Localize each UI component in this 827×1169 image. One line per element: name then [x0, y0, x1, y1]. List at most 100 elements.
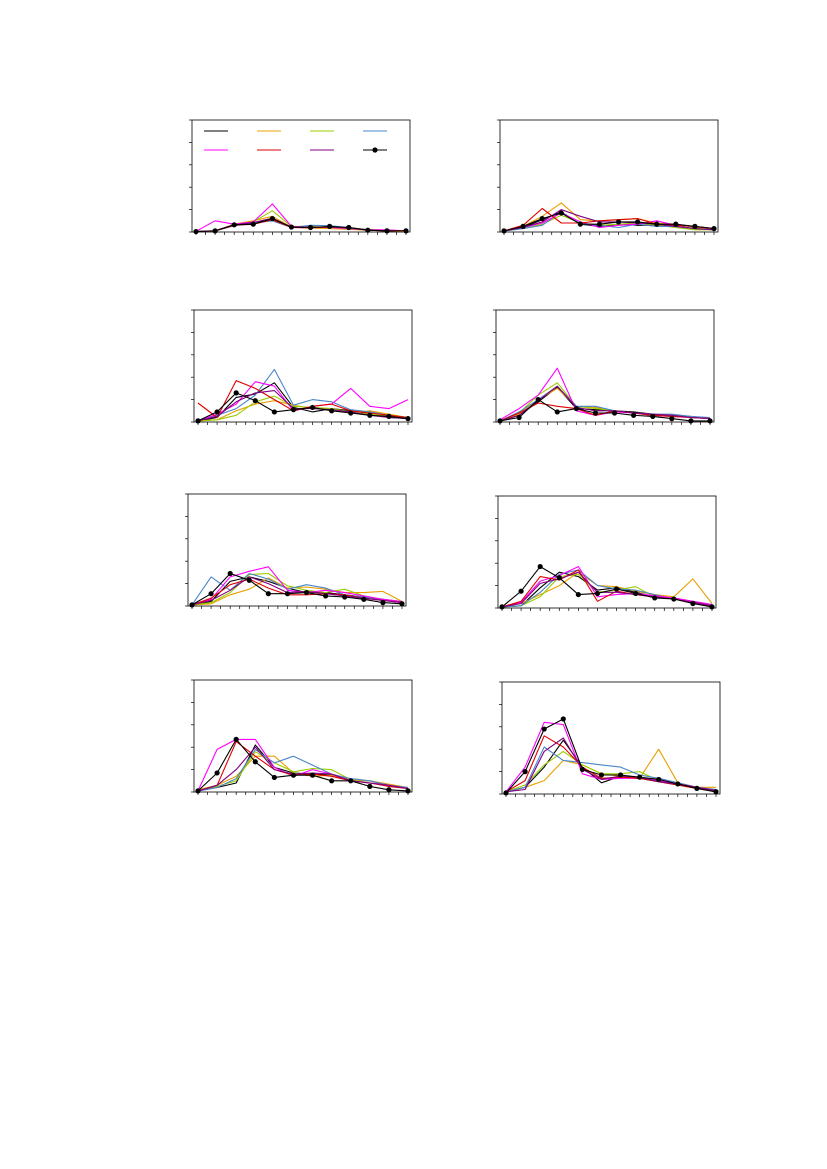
data-point — [633, 590, 639, 597]
series-line-7 — [197, 746, 409, 792]
data-point — [233, 736, 239, 742]
chart-svg-6 — [495, 495, 717, 611]
chart-panel-4 — [493, 308, 720, 426]
data-point — [709, 604, 715, 610]
data-point — [518, 588, 524, 594]
chart-svg-1 — [189, 119, 411, 235]
chart-panel-5 — [185, 492, 412, 610]
series-line-8 — [195, 218, 406, 233]
chart-panel-1 — [189, 118, 416, 236]
series-line-3 — [503, 214, 714, 232]
data-point — [501, 228, 507, 234]
chart-svg-4 — [493, 309, 715, 425]
chart-svg-2 — [497, 119, 719, 235]
data-point — [329, 778, 335, 784]
series-line-7 — [191, 576, 403, 606]
series-line-8 — [191, 572, 403, 606]
data-point — [365, 227, 371, 233]
data-point — [617, 772, 624, 778]
data-point — [189, 602, 195, 608]
chart-svg-8 — [499, 681, 721, 797]
data-point — [303, 589, 310, 596]
data-point — [650, 413, 656, 419]
series-line-2 — [501, 571, 713, 608]
data-point — [631, 412, 637, 418]
data-point — [348, 778, 354, 784]
data-point — [342, 594, 348, 600]
data-point — [541, 726, 547, 732]
legend-marker — [372, 147, 378, 153]
data-point — [573, 405, 579, 412]
data-point — [675, 781, 681, 787]
chart-svg-7 — [191, 679, 413, 795]
data-point — [309, 772, 316, 778]
series-line-4 — [197, 748, 409, 792]
chart-panel-3 — [191, 308, 418, 426]
data-point — [537, 563, 543, 570]
series-line-7 — [501, 571, 713, 608]
series-line-7 — [505, 737, 717, 793]
data-point — [367, 412, 373, 418]
data-point — [250, 221, 256, 227]
data-point — [233, 390, 239, 396]
data-point — [596, 221, 603, 227]
data-point — [539, 215, 545, 222]
data-point — [327, 223, 333, 229]
data-point — [594, 590, 601, 597]
data-point — [598, 772, 605, 778]
data-point — [671, 596, 677, 602]
plot-frame — [193, 309, 413, 423]
data-point — [516, 414, 522, 421]
data-point — [380, 600, 386, 606]
series-line-5 — [505, 721, 717, 793]
data-point — [195, 418, 201, 424]
data-point — [212, 228, 218, 234]
data-point — [707, 418, 713, 424]
series-line-4 — [505, 746, 717, 793]
data-point — [692, 223, 698, 229]
data-point — [269, 215, 275, 222]
data-point — [290, 407, 297, 413]
data-point — [615, 219, 622, 225]
data-point — [503, 790, 509, 796]
data-point — [329, 408, 335, 414]
data-point — [346, 224, 352, 231]
data-point — [656, 776, 662, 783]
chart-svg-5 — [185, 493, 407, 609]
data-point — [348, 410, 354, 416]
plot-frame — [499, 119, 719, 233]
data-point — [560, 716, 566, 722]
series-line-4 — [191, 572, 403, 606]
data-point — [403, 228, 409, 234]
chart-svg-3 — [191, 309, 413, 425]
data-point — [307, 224, 314, 231]
series-line-5 — [499, 367, 711, 421]
data-point — [265, 591, 271, 597]
data-point — [361, 596, 367, 602]
data-point — [290, 772, 297, 778]
series-line-4 — [499, 385, 711, 422]
plot-frame — [191, 119, 411, 233]
plot-frame — [187, 493, 407, 607]
data-point — [637, 774, 643, 780]
data-point — [252, 759, 258, 765]
data-point — [246, 577, 252, 583]
data-point — [713, 789, 719, 795]
series-line-8 — [499, 399, 710, 422]
data-point — [399, 601, 405, 607]
data-point — [497, 418, 503, 424]
data-point — [405, 416, 411, 422]
chart-panel-2 — [497, 118, 724, 236]
data-point — [577, 221, 583, 227]
series-line-1 — [501, 571, 713, 608]
chart-panel-8 — [499, 680, 726, 798]
series-line-8 — [505, 718, 717, 794]
data-point — [520, 223, 526, 229]
data-point — [384, 228, 390, 234]
data-point — [556, 575, 562, 581]
data-point — [214, 770, 220, 776]
data-point — [554, 409, 560, 415]
data-point — [193, 228, 199, 235]
data-point — [611, 410, 618, 416]
data-point — [558, 210, 564, 216]
